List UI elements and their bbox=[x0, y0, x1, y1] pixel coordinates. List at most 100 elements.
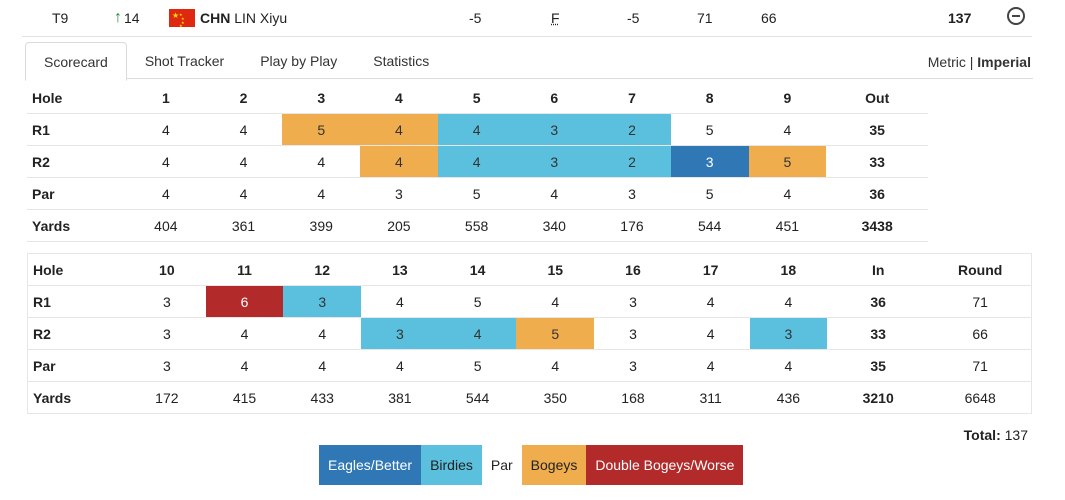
legend-par: Par bbox=[481, 445, 522, 485]
total-label: Total: bbox=[963, 427, 1001, 443]
score-cell: 3 bbox=[360, 177, 438, 210]
tab-play-by-play[interactable]: Play by Play bbox=[260, 53, 338, 69]
score-cell: 4 bbox=[205, 317, 284, 350]
score-cell: 4 bbox=[437, 113, 516, 146]
score-cell: 36 bbox=[827, 285, 930, 318]
header-cell: 17 bbox=[702, 261, 719, 278]
arrow-up-icon: ↑ bbox=[114, 9, 122, 26]
legend-birdies: Birdies bbox=[421, 445, 482, 485]
score-cell: 3 bbox=[128, 285, 206, 318]
score-cell: 4 bbox=[749, 285, 828, 318]
score-cell: 71 bbox=[929, 285, 1032, 318]
front-nine-scorecard: Hole 1 2 3 4 5 6 7 8 9 Out R1 4 4 5 4 4 3 2 5 4 35 R2 4 4 4 4 4 3 2 3 5… bbox=[27, 82, 929, 242]
score-cell: 205 bbox=[360, 209, 438, 242]
header-cell: 11 bbox=[237, 261, 252, 278]
table-row: Yards 172 415 433 381 544 350 168 311 436 3210 6648 bbox=[27, 381, 1032, 414]
tab-scorecard[interactable]: Scorecard bbox=[25, 42, 127, 81]
header-cell: 2 bbox=[239, 89, 248, 106]
thru: F bbox=[551, 10, 560, 26]
score-cell: 350 bbox=[516, 381, 595, 414]
score-cell: 436 bbox=[749, 381, 828, 414]
score-cell: 33 bbox=[826, 145, 929, 178]
header-label: Hole bbox=[33, 261, 64, 278]
row-label: R2 bbox=[27, 145, 127, 178]
collapse-icon[interactable] bbox=[1007, 7, 1025, 25]
score-cell: 3 bbox=[670, 145, 749, 178]
score-cell: 5 bbox=[438, 349, 517, 382]
tab-shot-tracker[interactable]: Shot Tracker bbox=[144, 53, 225, 69]
header-cell: 16 bbox=[625, 261, 641, 278]
tab-divider bbox=[25, 78, 1033, 79]
score-cell: 168 bbox=[594, 381, 672, 414]
score-cell: 4 bbox=[361, 349, 439, 382]
total-summary: Total: 137 bbox=[964, 427, 1028, 443]
header-cell: 12 bbox=[314, 261, 330, 278]
legend-double-bogeys: Double Bogeys/Worse bbox=[586, 445, 744, 485]
row-label: Par bbox=[27, 349, 128, 382]
score-cell: 3 bbox=[749, 317, 828, 350]
score-cell: 3 bbox=[594, 285, 672, 318]
score-cell: 6648 bbox=[929, 381, 1032, 414]
score-cell: 4 bbox=[671, 285, 750, 318]
player-full-name: LIN Xiyu bbox=[234, 10, 288, 26]
scorecard-tabs: Scorecard Shot Tracker Play by Play Stat… bbox=[25, 42, 447, 81]
score-cell: 4 bbox=[204, 113, 283, 146]
score-cell: 544 bbox=[438, 381, 517, 414]
score-cell: 381 bbox=[361, 381, 439, 414]
row-label: R1 bbox=[27, 285, 128, 318]
header-cell: In bbox=[871, 261, 885, 278]
tab-statistics[interactable]: Statistics bbox=[373, 53, 430, 69]
imperial-toggle[interactable]: Imperial bbox=[977, 54, 1031, 70]
header-cell: 6 bbox=[550, 89, 559, 106]
score-cell: 4 bbox=[360, 113, 438, 146]
score-cell: 172 bbox=[128, 381, 206, 414]
header-cell: 7 bbox=[628, 89, 636, 106]
position-movement: ↑ 14 bbox=[114, 9, 140, 27]
score-cell: 4 bbox=[360, 145, 438, 178]
header-cell: 18 bbox=[780, 261, 797, 278]
row-label: R1 bbox=[27, 113, 127, 146]
legend-bogeys: Bogeys bbox=[521, 445, 587, 485]
score-cell: 66 bbox=[929, 317, 1032, 350]
header-cell: 8 bbox=[705, 89, 714, 106]
score-cell: 4 bbox=[748, 113, 827, 146]
score-cell: 36 bbox=[826, 177, 929, 210]
header-cell: 10 bbox=[159, 261, 175, 278]
header-cell: 4 bbox=[395, 89, 403, 106]
china-flag-icon: ★ ★ ★ ★ ★ bbox=[169, 9, 195, 28]
score-cell: 3 bbox=[594, 317, 672, 350]
score-cell: 3210 bbox=[827, 381, 930, 414]
score-cell: 4 bbox=[361, 285, 439, 318]
row-label: Yards bbox=[27, 381, 128, 414]
score-cell: 5 bbox=[437, 177, 516, 210]
player-name[interactable]: CHN LIN Xiyu bbox=[200, 10, 287, 26]
legend-eagles: Eagles/Better bbox=[319, 445, 422, 485]
header-cell: 3 bbox=[317, 89, 326, 106]
table-row: Yards 404 361 399 205 558 340 176 544 451 3438 bbox=[27, 209, 929, 242]
score-cell: 4 bbox=[204, 177, 283, 210]
score-cell: 71 bbox=[929, 349, 1032, 382]
score-cell: 4 bbox=[282, 177, 361, 210]
score-cell: 415 bbox=[205, 381, 284, 414]
score-cell: 4 bbox=[127, 177, 205, 210]
score-cell: 2 bbox=[593, 145, 671, 178]
score-cell: 4 bbox=[283, 349, 362, 382]
score-cell: 4 bbox=[748, 177, 827, 210]
header-label: Hole bbox=[32, 89, 63, 106]
total-score: 137 bbox=[948, 10, 972, 26]
metric-toggle[interactable]: Metric bbox=[927, 54, 966, 70]
score-cell: 451 bbox=[748, 209, 827, 242]
score-cell: 3 bbox=[594, 349, 672, 382]
header-cell: 14 bbox=[469, 261, 486, 278]
table-row: Par 4 4 4 3 5 4 3 5 4 36 bbox=[27, 177, 929, 210]
unit-toggle: Metric | Imperial bbox=[928, 54, 1031, 70]
player-row[interactable]: T9 ↑ 14 ★ ★ ★ ★ ★ CHN LIN Xiyu -5 F -5 7… bbox=[22, 0, 1032, 37]
score-cell: 558 bbox=[437, 209, 516, 242]
score-cell: 311 bbox=[671, 381, 750, 414]
score-cell: 4 bbox=[282, 145, 361, 178]
score-cell: 3 bbox=[515, 145, 594, 178]
score-cell: 399 bbox=[282, 209, 361, 242]
score-cell: 433 bbox=[283, 381, 362, 414]
score-cell: 176 bbox=[593, 209, 671, 242]
score-cell: 3 bbox=[283, 285, 362, 318]
